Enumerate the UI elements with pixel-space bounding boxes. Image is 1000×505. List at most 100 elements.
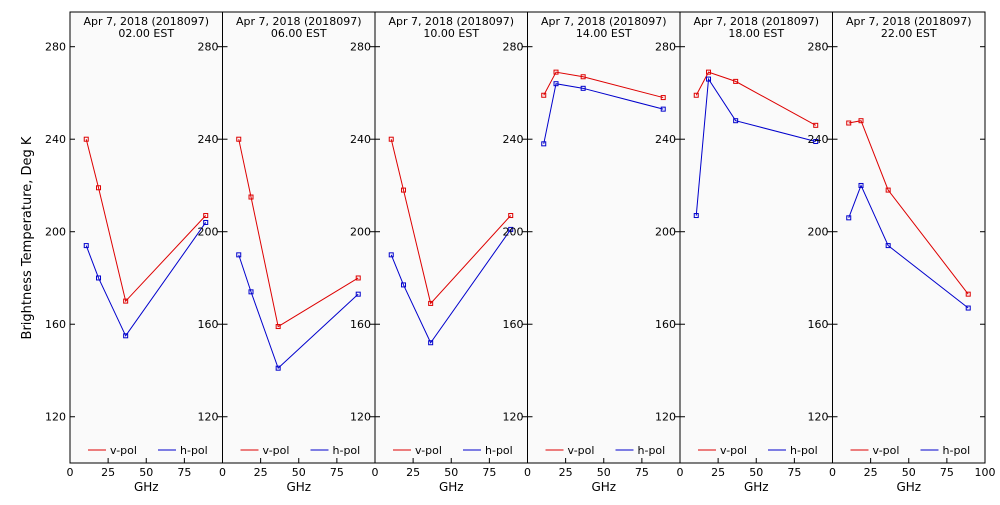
data-point-h-pol: [858, 182, 864, 188]
x-axis-label: GHz: [591, 480, 616, 494]
y-tick-label: 160: [808, 318, 829, 331]
x-tick-label: 25: [101, 466, 115, 479]
y-tick-label: 120: [198, 411, 219, 424]
panel-title-line2: 14.00 EST: [576, 27, 632, 40]
x-tick-label: 25: [559, 466, 573, 479]
y-tick-label: 120: [503, 411, 524, 424]
y-tick-label: 120: [350, 411, 371, 424]
x-tick-label: 50: [139, 466, 153, 479]
panel-5: Apr 7, 2018 (2018097)18.00 EST 120 160 200 2…: [655, 11, 833, 494]
data-point-h-pol: [580, 85, 586, 91]
panel-title-line1: Apr 7, 2018 (2018097): [846, 15, 972, 28]
y-tick-label: 160: [198, 318, 219, 331]
series-line-h-pol: [848, 184, 969, 309]
y-tick-label: 240: [45, 133, 66, 146]
data-point-h-pol: [203, 219, 209, 225]
y-tick-label: 120: [45, 411, 66, 424]
series-line-h-pol: [390, 229, 512, 344]
y-axis-label: Brightness Temperature, Deg K: [20, 136, 35, 339]
y-tick-label: 160: [350, 318, 371, 331]
y-tick-label: 280: [350, 41, 371, 54]
legend-label-h-pol: h-pol: [180, 444, 208, 457]
y-tick-label: 120: [655, 411, 676, 424]
data-point-h-pol: [508, 226, 514, 232]
legend-label-v-pol: v-pol: [873, 444, 900, 457]
panel-title-line1: Apr 7, 2018 (2018097): [388, 15, 514, 28]
data-point-h-pol: [248, 289, 254, 295]
data-point-v-pol: [660, 95, 666, 101]
x-tick-label: 75: [940, 466, 954, 479]
x-tick-label: 50: [902, 466, 916, 479]
data-point-v-pol: [236, 136, 242, 142]
x-tick-label: 0: [829, 466, 836, 479]
y-tick-label: 200: [350, 226, 371, 239]
data-point-v-pol: [858, 118, 864, 124]
data-point-v-pol: [96, 185, 102, 191]
x-tick-label: 75: [635, 466, 649, 479]
legend-label-v-pol: v-pol: [720, 444, 747, 457]
data-point-v-pol: [508, 213, 514, 219]
x-axis-label: GHz: [286, 480, 311, 494]
x-tick-label: 25: [711, 466, 725, 479]
x-axis-label: GHz: [134, 480, 159, 494]
data-point-h-pol: [706, 76, 712, 82]
panel-4: Apr 7, 2018 (2018097)14.00 EST 120 160 200 2…: [503, 11, 681, 494]
data-point-h-pol: [388, 252, 394, 258]
series-line-h-pol: [238, 254, 359, 370]
x-tick-label: 50: [749, 466, 763, 479]
data-point-h-pol: [885, 243, 891, 249]
data-point-h-pol: [83, 243, 89, 249]
y-tick-label: 240: [198, 133, 219, 146]
panel-title-line1: Apr 7, 2018 (2018097): [693, 15, 819, 28]
data-point-v-pol: [275, 324, 281, 330]
data-point-v-pol: [693, 92, 699, 98]
panel-title-line2: 18.00 EST: [728, 27, 784, 40]
series-line-h-pol: [695, 77, 816, 216]
x-tick-label: 0: [67, 466, 74, 479]
x-axis-label: GHz: [896, 480, 921, 494]
data-point-v-pol: [965, 291, 971, 297]
series-line-v-pol: [695, 71, 816, 126]
data-point-v-pol: [733, 78, 739, 84]
x-tick-label: 0: [219, 466, 226, 479]
x-tick-label: 25: [864, 466, 878, 479]
data-point-h-pol: [846, 215, 852, 221]
data-point-v-pol: [813, 122, 819, 128]
x-tick-label: 0: [677, 466, 684, 479]
data-point-v-pol: [203, 213, 209, 219]
x-tick-label: 50: [292, 466, 306, 479]
legend-label-v-pol: v-pol: [263, 444, 290, 457]
x-tick-label: 75: [482, 466, 496, 479]
x-tick-label: 0: [372, 466, 379, 479]
data-point-v-pol: [580, 74, 586, 80]
x-tick-label: 75: [330, 466, 344, 479]
data-point-h-pol: [733, 118, 739, 124]
data-point-v-pol: [541, 92, 547, 98]
data-point-h-pol: [428, 340, 434, 346]
data-point-v-pol: [706, 69, 712, 75]
data-point-h-pol: [693, 213, 699, 219]
data-point-v-pol: [553, 69, 559, 75]
x-axis-label: GHz: [439, 480, 464, 494]
panel-title-line2: 06.00 EST: [271, 27, 327, 40]
data-point-v-pol: [83, 136, 89, 142]
data-point-h-pol: [123, 333, 129, 339]
y-tick-label: 160: [655, 318, 676, 331]
legend-label-h-pol: h-pol: [943, 444, 971, 457]
data-point-h-pol: [541, 141, 547, 147]
data-point-v-pol: [355, 275, 361, 281]
panel-title-line1: Apr 7, 2018 (2018097): [541, 15, 667, 28]
legend-label-h-pol: h-pol: [333, 444, 361, 457]
x-tick-label: 50: [444, 466, 458, 479]
x-tick-label: 25: [406, 466, 420, 479]
y-tick-label: 280: [503, 41, 524, 54]
data-point-h-pol: [553, 81, 559, 87]
panel-1: Apr 7, 2018 (2018097)02.00 EST 120 160 200 2…: [45, 11, 223, 494]
panel-title-line1: Apr 7, 2018 (2018097): [83, 15, 209, 28]
x-tick-label: 75: [787, 466, 801, 479]
y-tick-label: 280: [45, 41, 66, 54]
y-tick-label: 200: [503, 226, 524, 239]
legend-label-h-pol: h-pol: [638, 444, 666, 457]
